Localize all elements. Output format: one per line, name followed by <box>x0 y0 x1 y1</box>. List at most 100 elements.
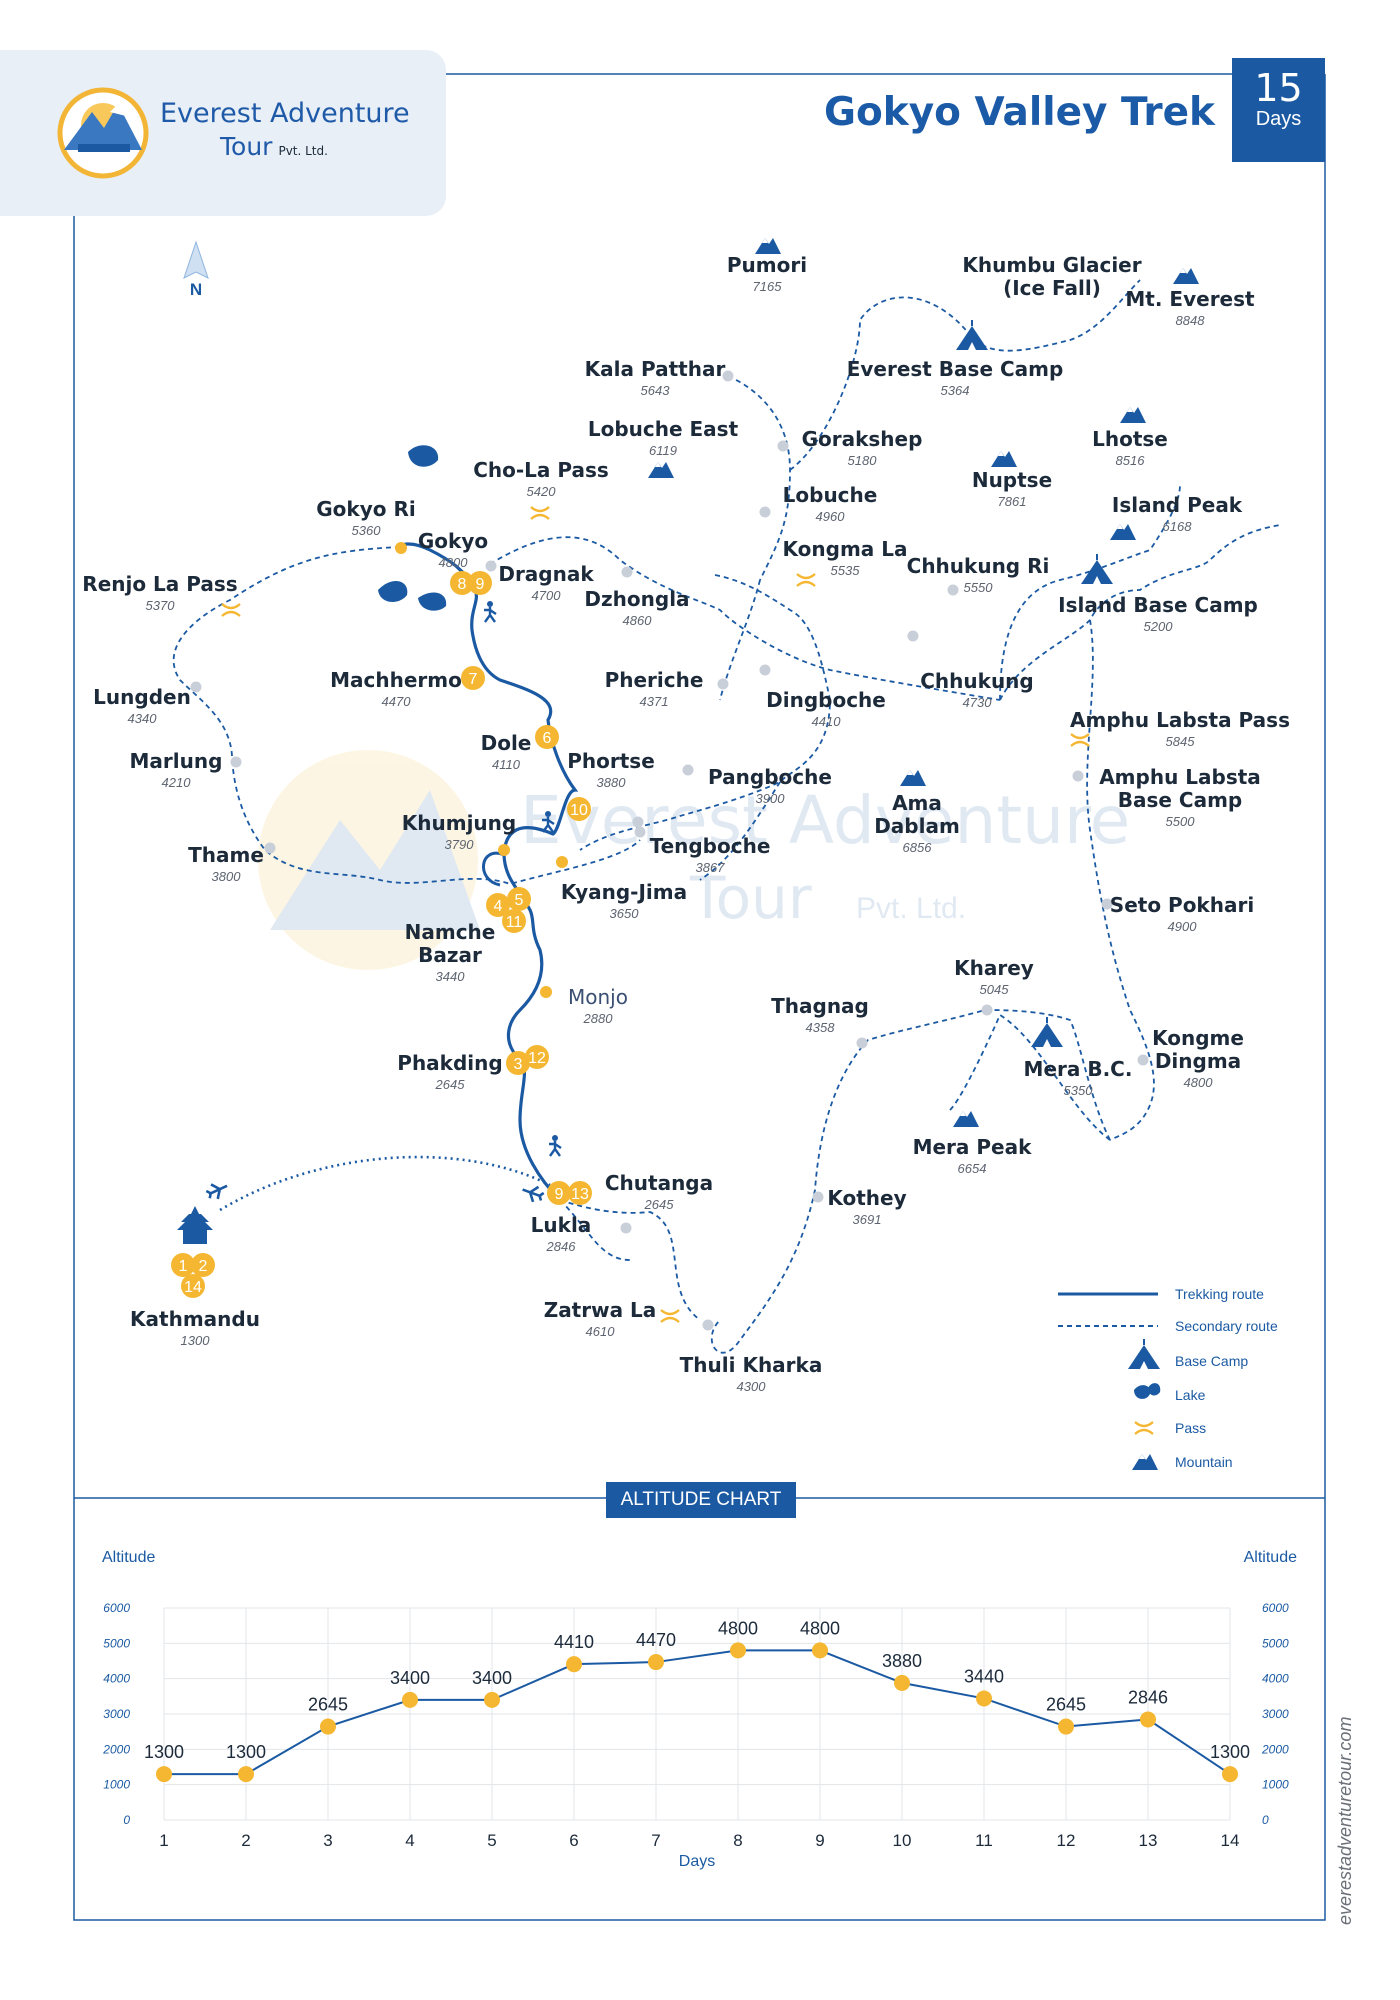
phortse-point <box>682 764 694 776</box>
lake-icon <box>418 592 447 611</box>
amphu-labsta-pass-label: Amphu Labsta Pass <box>1070 708 1290 732</box>
lukla-altitude: 2846 <box>546 1239 577 1254</box>
altitude-data-label: 3440 <box>964 1666 1004 1686</box>
dingboche-altitude: 4410 <box>812 714 842 729</box>
thagnag-altitude: 4358 <box>806 1020 836 1035</box>
altitude-point <box>238 1766 254 1783</box>
duration-number: 15 <box>1254 66 1303 110</box>
y-tick-left: 1000 <box>103 1778 130 1792</box>
compass-label: N <box>190 280 202 299</box>
y-tick-right: 5000 <box>1262 1636 1289 1650</box>
day-marker-label: 7 <box>469 671 478 688</box>
pumori-mountain-icon <box>755 238 781 254</box>
dzhongla-label: Dzhongla <box>584 587 689 611</box>
khumbu-glacier-ice-fall-label: (Ice Fall) <box>1003 276 1101 300</box>
monjo-label: Monjo <box>568 985 628 1009</box>
ama-dablam-label: Dablam <box>874 814 960 838</box>
altitude-point <box>320 1718 336 1735</box>
seto-pokhari-altitude: 4900 <box>1168 919 1198 934</box>
day-marker <box>181 1274 205 1298</box>
secondary-route-14 <box>559 1199 631 1261</box>
brand-name: Everest Adventure <box>160 98 410 129</box>
khumjung-point <box>498 844 510 856</box>
altitude-data-label: 1300 <box>144 1742 184 1762</box>
day-marker <box>525 1045 549 1069</box>
cho-la-pass-label: Cho-La Pass <box>473 458 609 482</box>
y-axis-label-right: Altitude <box>1244 1549 1297 1566</box>
x-tick-label: 2 <box>241 1831 250 1850</box>
machhermo-altitude: 4470 <box>382 694 412 709</box>
y-tick-right: 2000 <box>1261 1742 1289 1756</box>
day-marker <box>506 1051 530 1075</box>
hiker-icon <box>484 601 497 623</box>
altitude-point <box>648 1654 664 1671</box>
lhotse-mountain-icon <box>1120 407 1146 423</box>
chhukung-point <box>907 630 919 642</box>
chutanga-label: Chutanga <box>605 1171 713 1195</box>
gorakshep-altitude: 5180 <box>848 453 878 468</box>
kongme-dingma-altitude: 4800 <box>1184 1075 1214 1090</box>
day-marker-label: 1 <box>179 1258 188 1275</box>
kyang-jima-altitude: 3650 <box>610 906 640 921</box>
namche-bazar-label: Namche <box>405 920 496 944</box>
dragnak-label: Dragnak <box>498 562 594 586</box>
lungden-altitude: 4340 <box>128 711 158 726</box>
kathmandu-altitude: 1300 <box>181 1333 211 1348</box>
watermark-line2: Tour <box>689 864 812 932</box>
amphu-labsta-base-camp-point <box>1072 770 1084 782</box>
chhukung-ri-label: Chhukung Ri <box>907 554 1050 578</box>
day-marker-label: 10 <box>570 802 588 819</box>
lake-icon <box>408 445 439 467</box>
everest-base-camp-label: Everest Base Camp <box>847 357 1064 381</box>
x-tick-label: 4 <box>405 1831 414 1850</box>
pumori-altitude: 7165 <box>753 279 783 294</box>
legend-label-base-camp: Base Camp <box>1175 1353 1248 1369</box>
dole-label: Dole <box>481 731 532 755</box>
renjo-la-pass-label: Renjo La Pass <box>82 572 237 596</box>
altitude-point <box>566 1656 582 1673</box>
khumjung-altitude: 3790 <box>445 837 475 852</box>
altitude-data-label: 3880 <box>882 1651 922 1671</box>
altitude-point <box>484 1691 500 1708</box>
x-tick-label: 3 <box>323 1831 332 1850</box>
khumbu-glacier-ice-fall-label: Khumbu Glacier <box>962 253 1141 277</box>
nuptse-mountain-icon <box>991 451 1017 467</box>
kothey-label: Kothey <box>827 1186 906 1210</box>
marlung-point <box>230 756 242 768</box>
island-base-camp-altitude: 5200 <box>1144 619 1174 634</box>
y-tick-left: 5000 <box>103 1636 130 1650</box>
temple-icon <box>177 1206 213 1244</box>
zatrwa-la-pass-icon <box>660 1309 680 1323</box>
island-peak-label: Island Peak <box>1112 493 1243 517</box>
x-tick-label: 8 <box>733 1831 742 1850</box>
y-tick-right: 3000 <box>1262 1707 1289 1721</box>
x-tick-label: 12 <box>1057 1831 1076 1850</box>
pangboche-point <box>632 816 644 828</box>
x-tick-label: 11 <box>975 1831 993 1850</box>
amphu-labsta-base-camp-altitude: 5500 <box>1166 814 1196 829</box>
day-marker-label: 5 <box>515 892 524 909</box>
page-title: Gokyo Valley Trek <box>823 90 1215 135</box>
y-tick-left: 0 <box>123 1813 130 1827</box>
day-marker-label: 3 <box>514 1056 523 1073</box>
secondary-route-10 <box>1086 619 1155 1141</box>
altitude-point <box>156 1766 172 1783</box>
mera-b-c-label: Mera B.C. <box>1024 1057 1133 1081</box>
kongma-la-altitude: 5535 <box>831 563 861 578</box>
amphu-labsta-base-camp-label: Amphu Labsta <box>1099 765 1261 789</box>
monjo-altitude: 2880 <box>583 1011 614 1026</box>
chutanga-point <box>620 1222 632 1234</box>
altitude-point <box>730 1642 746 1659</box>
hiker-icon <box>542 811 555 833</box>
gokyo-altitude: 4800 <box>439 555 469 570</box>
day-marker <box>568 1181 592 1205</box>
thame-altitude: 3800 <box>212 869 242 884</box>
dingboche-point <box>759 664 771 676</box>
lobuche-label: Lobuche <box>783 483 878 507</box>
day-marker <box>468 571 492 595</box>
x-axis-label: Days <box>679 1853 715 1870</box>
zatrwa-la-label: Zatrwa La <box>544 1298 657 1322</box>
pass-icon <box>1134 1421 1154 1435</box>
altitude-point <box>1140 1711 1156 1728</box>
